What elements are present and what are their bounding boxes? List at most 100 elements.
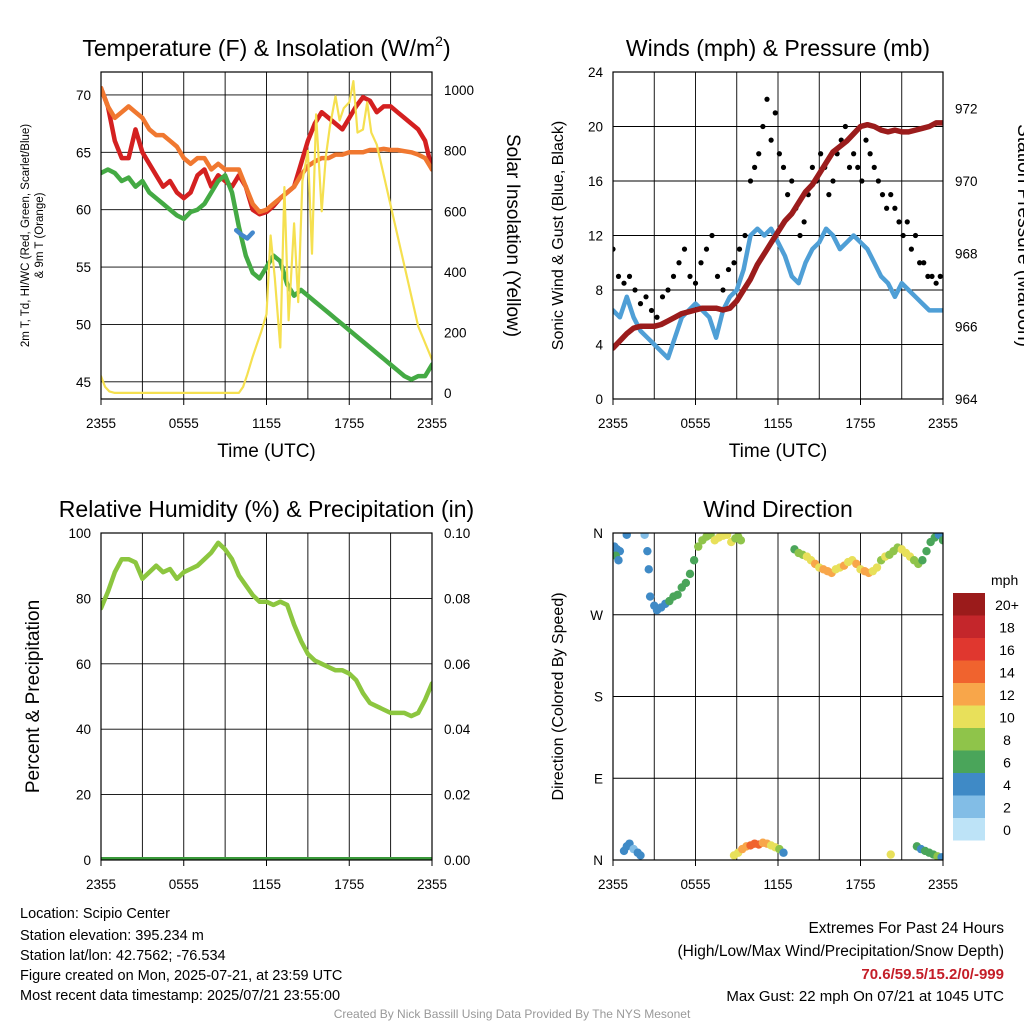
panel-2: Winds (mph) & Pressure (mb) 2355 0555 1155 1…	[550, 35, 1024, 462]
data-point	[681, 578, 691, 588]
data-point	[830, 178, 836, 184]
data-point	[614, 556, 623, 565]
data-point	[692, 280, 699, 286]
y-tick-label: N	[593, 526, 603, 541]
data-point	[644, 565, 653, 574]
data-point	[698, 260, 704, 266]
plot-frame	[612, 532, 944, 861]
data-point	[846, 164, 853, 170]
data-point	[826, 192, 832, 198]
y2-tick-label: 600	[444, 204, 467, 219]
legend-swatch	[953, 638, 985, 661]
panel-title: Temperature (F) & Insolation (W/m2)	[82, 33, 450, 61]
legend-swatch	[953, 728, 985, 751]
legend-label: 2	[1003, 800, 1011, 816]
data-point	[694, 542, 703, 551]
legend-label: 6	[1003, 755, 1011, 771]
data-point	[875, 178, 881, 184]
y2-tick-label: 1000	[444, 83, 474, 98]
data-point	[747, 178, 754, 184]
x-tick-label: 2355	[86, 416, 116, 431]
data-point	[842, 123, 848, 130]
panel-3: Relative Humidity (%) & Precipitation (i…	[23, 496, 474, 892]
legend-label: 18	[999, 620, 1015, 636]
data-point	[632, 287, 638, 293]
data-point	[925, 273, 931, 279]
data-point	[621, 280, 627, 286]
data-point	[818, 151, 824, 157]
x-tick-label: 0555	[169, 877, 199, 892]
plot-area	[101, 540, 432, 860]
data-point	[918, 556, 927, 565]
y-tick-label: 0	[83, 853, 91, 868]
data-point	[665, 287, 671, 293]
y-tick-label: 60	[76, 657, 91, 672]
x-tick-label: 1155	[252, 877, 281, 892]
data-point	[938, 536, 943, 545]
series-gust	[613, 96, 943, 320]
data-point	[731, 260, 737, 266]
legend-swatch	[953, 660, 985, 683]
plot-frame	[100, 71, 433, 400]
y2-tick-label: 200	[444, 325, 467, 340]
legend-swatch	[953, 593, 985, 616]
legend-swatch	[953, 683, 985, 706]
extremes-values: 70.6/59.5/15.2/0/-999	[861, 966, 1004, 983]
data-point	[772, 110, 778, 116]
data-point	[760, 123, 766, 130]
data-point	[670, 273, 677, 279]
data-point	[703, 246, 710, 252]
legend-label: 12	[999, 687, 1015, 703]
y-tick-label: 0	[595, 392, 603, 407]
data-point	[756, 151, 762, 157]
data-point	[871, 164, 877, 170]
data-point	[640, 533, 649, 540]
location-text: Location: Scipio Center	[20, 906, 170, 922]
legend-swatch	[953, 750, 985, 773]
data-point	[922, 546, 931, 556]
plot-frame	[612, 71, 944, 400]
data-point	[776, 151, 782, 157]
data-point	[626, 273, 633, 279]
data-point	[742, 232, 748, 239]
y2-tick-label: 0.02	[444, 788, 470, 803]
data-point	[780, 164, 787, 170]
series-relative-humidity	[101, 540, 432, 719]
data-point	[908, 246, 914, 252]
series-2m-td	[101, 167, 432, 382]
y2-tick-label: 964	[955, 392, 978, 407]
x-tick-label: 2355	[417, 877, 447, 892]
data-point	[863, 137, 869, 143]
x-tick-label: 2355	[86, 877, 116, 892]
y-tick-label: 16	[588, 174, 603, 189]
x-axis-label: Time (UTC)	[217, 441, 316, 462]
data-point	[764, 96, 770, 102]
data-point	[615, 273, 622, 279]
credit-text: Created By Nick Bassill Using Data Provi…	[333, 1007, 691, 1021]
data-point	[676, 260, 682, 266]
data-point	[886, 850, 895, 859]
x-tick-label: 2355	[928, 416, 958, 431]
x-tick-label: 1755	[845, 877, 875, 892]
y-tick-label: 4	[595, 338, 603, 353]
legend-swatch	[953, 818, 985, 841]
legend-label: 14	[999, 665, 1015, 681]
y-tick-label: 12	[588, 229, 603, 244]
data-point	[855, 164, 861, 170]
legend-title: mph	[991, 572, 1018, 588]
data-point	[687, 273, 693, 279]
panel-title: Winds (mph) & Pressure (mb)	[626, 35, 930, 61]
legend-label: 20+	[995, 597, 1019, 613]
x-tick-label: 0555	[680, 416, 710, 431]
x-tick-label: 1155	[763, 416, 792, 431]
data-point	[884, 205, 890, 211]
y-tick-label: 65	[76, 145, 91, 160]
data-point	[689, 556, 699, 565]
y2-tick-label: 0.06	[444, 657, 470, 672]
data-point	[933, 280, 939, 286]
y-tick-label: E	[594, 771, 603, 786]
data-point	[725, 266, 732, 273]
x-tick-label: 1755	[334, 877, 364, 892]
legend-label: 0	[1003, 822, 1011, 838]
